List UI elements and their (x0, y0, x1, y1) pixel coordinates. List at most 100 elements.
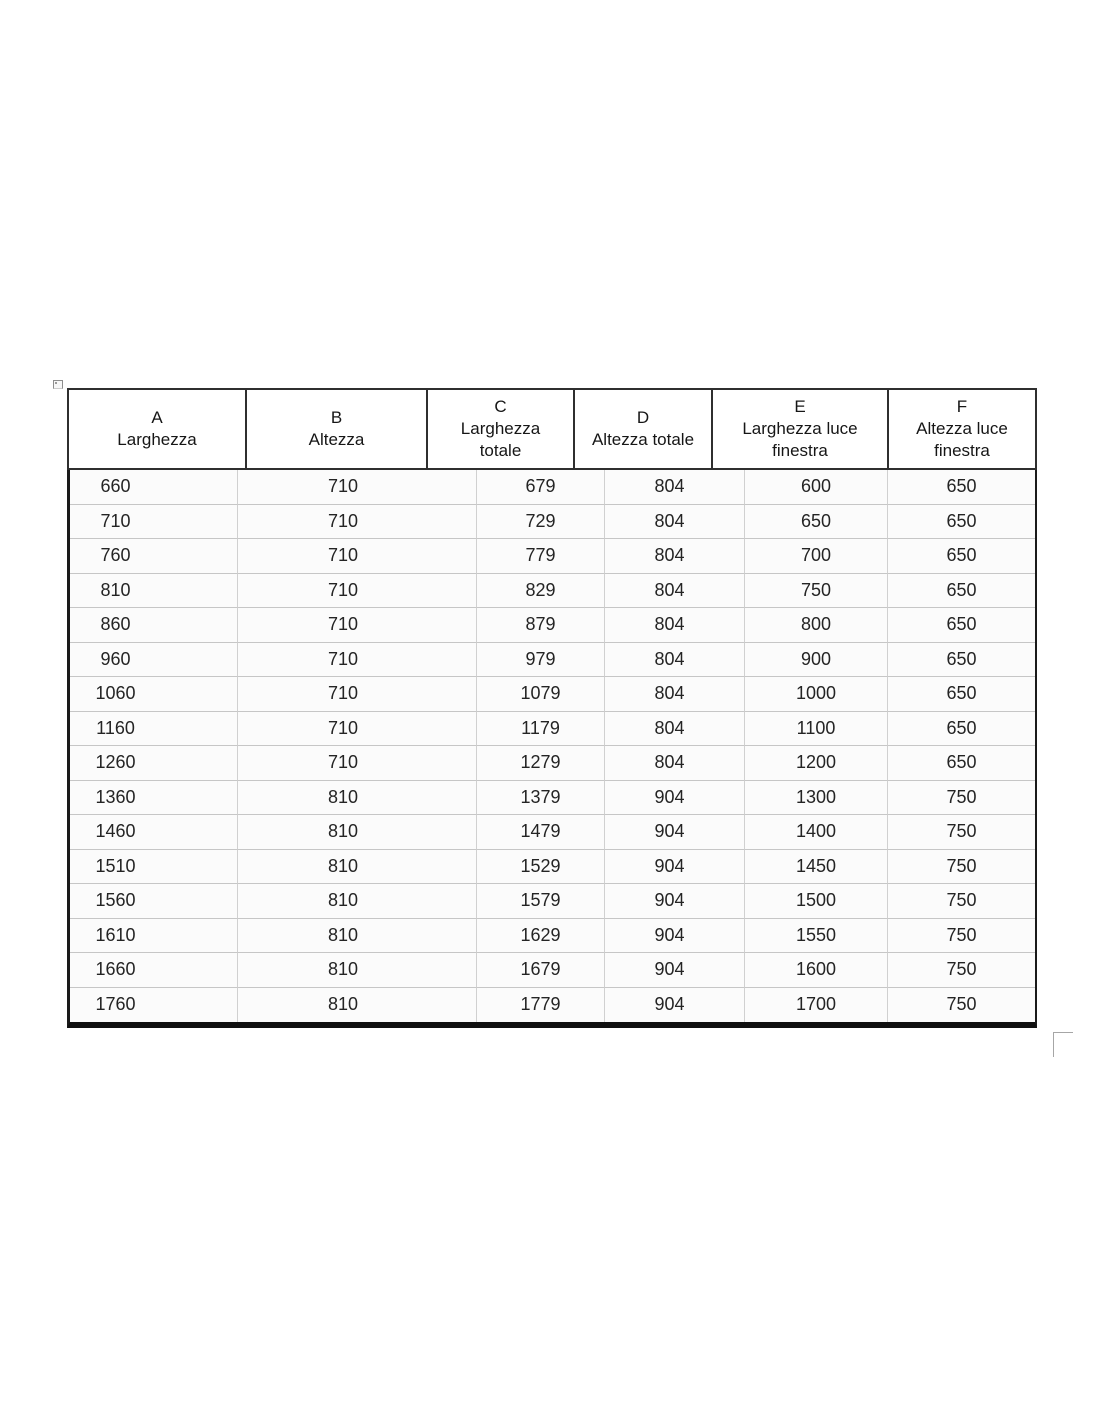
table-cell: 700 (745, 539, 888, 574)
table-cell: 1510 (70, 849, 238, 884)
table-cell: 904 (605, 815, 745, 850)
table-row: 1510 810 1529 904 1450 750 (70, 849, 1035, 884)
table-cell: 1400 (745, 815, 888, 850)
table-cell: 879 (477, 608, 605, 643)
table-cell: 710 (238, 539, 477, 574)
table-cell: 650 (888, 608, 1035, 643)
column-header-c-larghezza-totale: C Larghezza totale (428, 388, 575, 470)
table-cell: 650 (888, 677, 1035, 712)
table-cell: 710 (238, 746, 477, 781)
table-cell: 650 (888, 504, 1035, 539)
table-cell: 1179 (477, 711, 605, 746)
table-cell: 804 (605, 470, 745, 505)
table-cell: 710 (238, 573, 477, 608)
table-body: 660 710 679 804 600 650 710 710 729 804 650 650 760 7… (67, 470, 1037, 1028)
table-row: 810 710 829 804 750 650 (70, 573, 1035, 608)
table-cell: 650 (888, 539, 1035, 574)
table-cell: 650 (745, 504, 888, 539)
table-cell: 1379 (477, 780, 605, 815)
table-cell: 810 (238, 953, 477, 988)
table-row: 1360 810 1379 904 1300 750 (70, 780, 1035, 815)
column-header-f-altezza-luce-finestra: F Altezza luce finestra (889, 388, 1037, 470)
table-cell: 1560 (70, 884, 238, 919)
table-cell: 710 (238, 711, 477, 746)
table-cell: 650 (888, 470, 1035, 505)
table-cell: 650 (888, 711, 1035, 746)
table-cell: 804 (605, 711, 745, 746)
table-cell: 779 (477, 539, 605, 574)
table-cell: 750 (888, 815, 1035, 850)
table-header-row: A Larghezza B Altezza C Larghezza totale… (67, 388, 1037, 470)
table-cell: 710 (238, 504, 477, 539)
table-cell: 804 (605, 608, 745, 643)
table-cell: 729 (477, 504, 605, 539)
corner-crop-mark (1053, 1032, 1073, 1057)
table-cell: 904 (605, 953, 745, 988)
table-cell: 710 (238, 677, 477, 712)
table-cell: 1279 (477, 746, 605, 781)
table-cell: 1260 (70, 746, 238, 781)
table-cell: 1529 (477, 849, 605, 884)
table-cell: 810 (238, 780, 477, 815)
table-cell: 750 (888, 918, 1035, 953)
table-cell: 860 (70, 608, 238, 643)
table-cell: 904 (605, 849, 745, 884)
table-cell: 904 (605, 884, 745, 919)
object-anchor-artifact-icon (53, 380, 63, 389)
table-cell: 1100 (745, 711, 888, 746)
table-cell: 750 (888, 884, 1035, 919)
table-cell: 1660 (70, 953, 238, 988)
table-row: 1060 710 1079 804 1000 650 (70, 677, 1035, 712)
table-cell: 1079 (477, 677, 605, 712)
table-cell: 1360 (70, 780, 238, 815)
table-cell: 804 (605, 539, 745, 574)
table-cell: 1500 (745, 884, 888, 919)
table-cell: 979 (477, 642, 605, 677)
table-cell: 710 (238, 642, 477, 677)
table-cell: 1460 (70, 815, 238, 850)
table-cell: 710 (238, 608, 477, 643)
table-cell: 1679 (477, 953, 605, 988)
table-row: 1610 810 1629 904 1550 750 (70, 918, 1035, 953)
table-cell: 650 (888, 573, 1035, 608)
table-cell: 1629 (477, 918, 605, 953)
dimensions-table: A Larghezza B Altezza C Larghezza totale… (67, 388, 1037, 1028)
table-cell: 1700 (745, 987, 888, 1022)
table-cell: 810 (70, 573, 238, 608)
table-cell: 804 (605, 642, 745, 677)
table-cell: 750 (888, 953, 1035, 988)
table-cell: 810 (238, 815, 477, 850)
table-cell: 650 (888, 642, 1035, 677)
table-cell: 1300 (745, 780, 888, 815)
table-cell: 900 (745, 642, 888, 677)
table-cell: 904 (605, 918, 745, 953)
table-row: 1660 810 1679 904 1600 750 (70, 953, 1035, 988)
table-cell: 750 (888, 987, 1035, 1022)
column-header-a-larghezza: A Larghezza (67, 388, 247, 470)
table-cell: 679 (477, 470, 605, 505)
table-cell: 810 (238, 884, 477, 919)
column-header-d-altezza-totale: D Altezza totale (575, 388, 713, 470)
table-cell: 750 (888, 780, 1035, 815)
table-cell: 600 (745, 470, 888, 505)
table-cell: 1550 (745, 918, 888, 953)
table-row: 660 710 679 804 600 650 (70, 470, 1035, 505)
table-cell: 1160 (70, 711, 238, 746)
table-row: 860 710 879 804 800 650 (70, 608, 1035, 643)
table-cell: 810 (238, 987, 477, 1022)
table-cell: 904 (605, 987, 745, 1022)
table-cell: 829 (477, 573, 605, 608)
table-cell: 1579 (477, 884, 605, 919)
column-header-e-larghezza-luce-finestra: E Larghezza luce finestra (713, 388, 889, 470)
table-cell: 710 (238, 470, 477, 505)
table-cell: 750 (888, 849, 1035, 884)
table-cell: 650 (888, 746, 1035, 781)
table-row: 1560 810 1579 904 1500 750 (70, 884, 1035, 919)
table-cell: 750 (745, 573, 888, 608)
table-row: 710 710 729 804 650 650 (70, 504, 1035, 539)
table-row: 1160 710 1179 804 1100 650 (70, 711, 1035, 746)
table-row: 760 710 779 804 700 650 (70, 539, 1035, 574)
table-row: 1760 810 1779 904 1700 750 (70, 987, 1035, 1022)
table-cell: 1000 (745, 677, 888, 712)
